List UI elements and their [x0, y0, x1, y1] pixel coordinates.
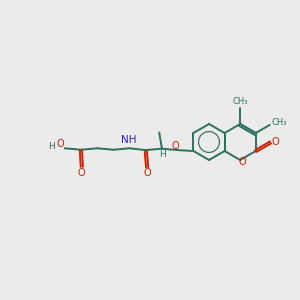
Text: CH₃: CH₃ — [232, 97, 248, 106]
Text: O: O — [78, 168, 85, 178]
Text: O: O — [238, 157, 246, 167]
Text: O: O — [57, 139, 64, 149]
Text: O: O — [143, 168, 151, 178]
Text: H: H — [160, 150, 166, 159]
Text: NH: NH — [121, 135, 136, 145]
Text: O: O — [272, 137, 279, 147]
Text: H: H — [48, 142, 55, 151]
Text: CH₃: CH₃ — [271, 118, 286, 127]
Text: O: O — [171, 141, 179, 151]
